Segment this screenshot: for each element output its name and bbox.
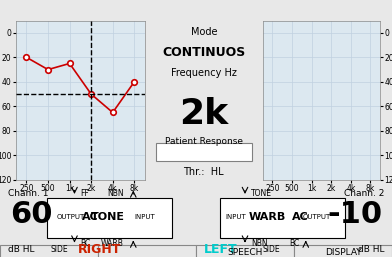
Text: INPUT: INPUT — [225, 214, 246, 220]
Text: TONE: TONE — [91, 212, 125, 222]
FancyBboxPatch shape — [196, 245, 294, 257]
Text: OUTPUT: OUTPUT — [57, 214, 85, 220]
Text: -10: -10 — [327, 200, 382, 229]
Text: Patient Response: Patient Response — [165, 137, 243, 146]
Text: TONE: TONE — [251, 189, 272, 198]
Text: dB HL: dB HL — [358, 245, 384, 254]
FancyBboxPatch shape — [47, 198, 172, 238]
Text: LEFT: LEFT — [204, 243, 238, 256]
Text: Chann. 2: Chann. 2 — [344, 189, 384, 198]
Text: Mode: Mode — [191, 27, 217, 37]
FancyBboxPatch shape — [294, 248, 333, 255]
Text: AC: AC — [82, 212, 99, 222]
Text: INPUT: INPUT — [134, 214, 155, 220]
FancyBboxPatch shape — [98, 245, 196, 257]
Text: FF: FF — [80, 189, 89, 198]
Text: OUTPUT: OUTPUT — [303, 214, 331, 220]
FancyBboxPatch shape — [0, 245, 98, 257]
Text: DISPLAY: DISPLAY — [325, 248, 361, 257]
Text: CONTINUOS: CONTINUOS — [162, 46, 245, 59]
Text: Chann. 1: Chann. 1 — [8, 189, 48, 198]
Text: NBN: NBN — [107, 189, 123, 198]
Text: dB HL: dB HL — [8, 245, 34, 254]
FancyBboxPatch shape — [156, 143, 252, 161]
Text: SPEECH: SPEECH — [227, 248, 263, 257]
FancyBboxPatch shape — [20, 248, 59, 255]
FancyBboxPatch shape — [294, 245, 392, 257]
Text: AC: AC — [292, 212, 309, 222]
Text: BC: BC — [80, 239, 91, 248]
Text: Frequency Hz: Frequency Hz — [171, 68, 237, 78]
Text: 2k: 2k — [179, 97, 229, 131]
Text: 60: 60 — [10, 200, 52, 229]
Text: WARB: WARB — [101, 239, 123, 248]
Text: Thr.:  HL: Thr.: HL — [183, 167, 224, 177]
Text: WARB: WARB — [249, 212, 286, 222]
Text: NBN: NBN — [251, 239, 267, 248]
Text: SIDE: SIDE — [51, 245, 69, 254]
Text: BC: BC — [290, 239, 300, 248]
FancyBboxPatch shape — [220, 198, 345, 238]
Text: RIGHT: RIGHT — [78, 243, 122, 256]
Text: SIDE: SIDE — [263, 245, 280, 254]
